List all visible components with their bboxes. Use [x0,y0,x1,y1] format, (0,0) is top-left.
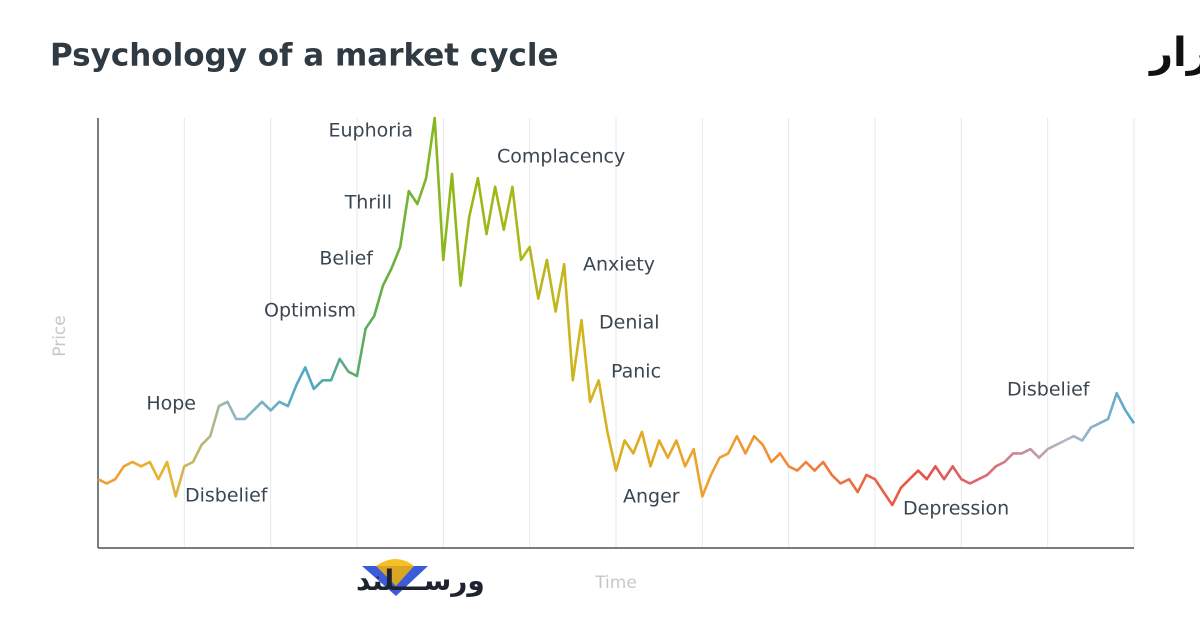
phase-label: Anxiety [583,254,655,276]
x-axis-label: Time [594,573,637,593]
y-axis-label: Price [50,315,70,356]
phase-label: Complacency [497,146,625,168]
chart-title: Psychology of a market cycle [50,38,559,74]
phase-label: Disbelief [1007,379,1091,401]
chart-subtitle: نمودار چرخه روانشناسی بازار [1148,30,1200,76]
phase-label: Belief [319,248,374,270]
phase-label: Euphoria [328,120,413,142]
phase-label: Depression [903,498,1009,520]
phase-label: Panic [611,361,661,383]
phase-label: Anger [623,486,680,508]
price-line [97,116,1136,507]
phase-label: Thrill [344,192,392,214]
phase-label: Optimism [264,300,356,322]
brand-name: ورســـلند [356,564,485,597]
phase-label: Disbelief [185,485,269,507]
phase-label: Denial [599,312,660,334]
brand-logo: ورســـلند [356,559,485,597]
phase-label: Hope [146,393,196,415]
logo-accent [376,559,414,586]
